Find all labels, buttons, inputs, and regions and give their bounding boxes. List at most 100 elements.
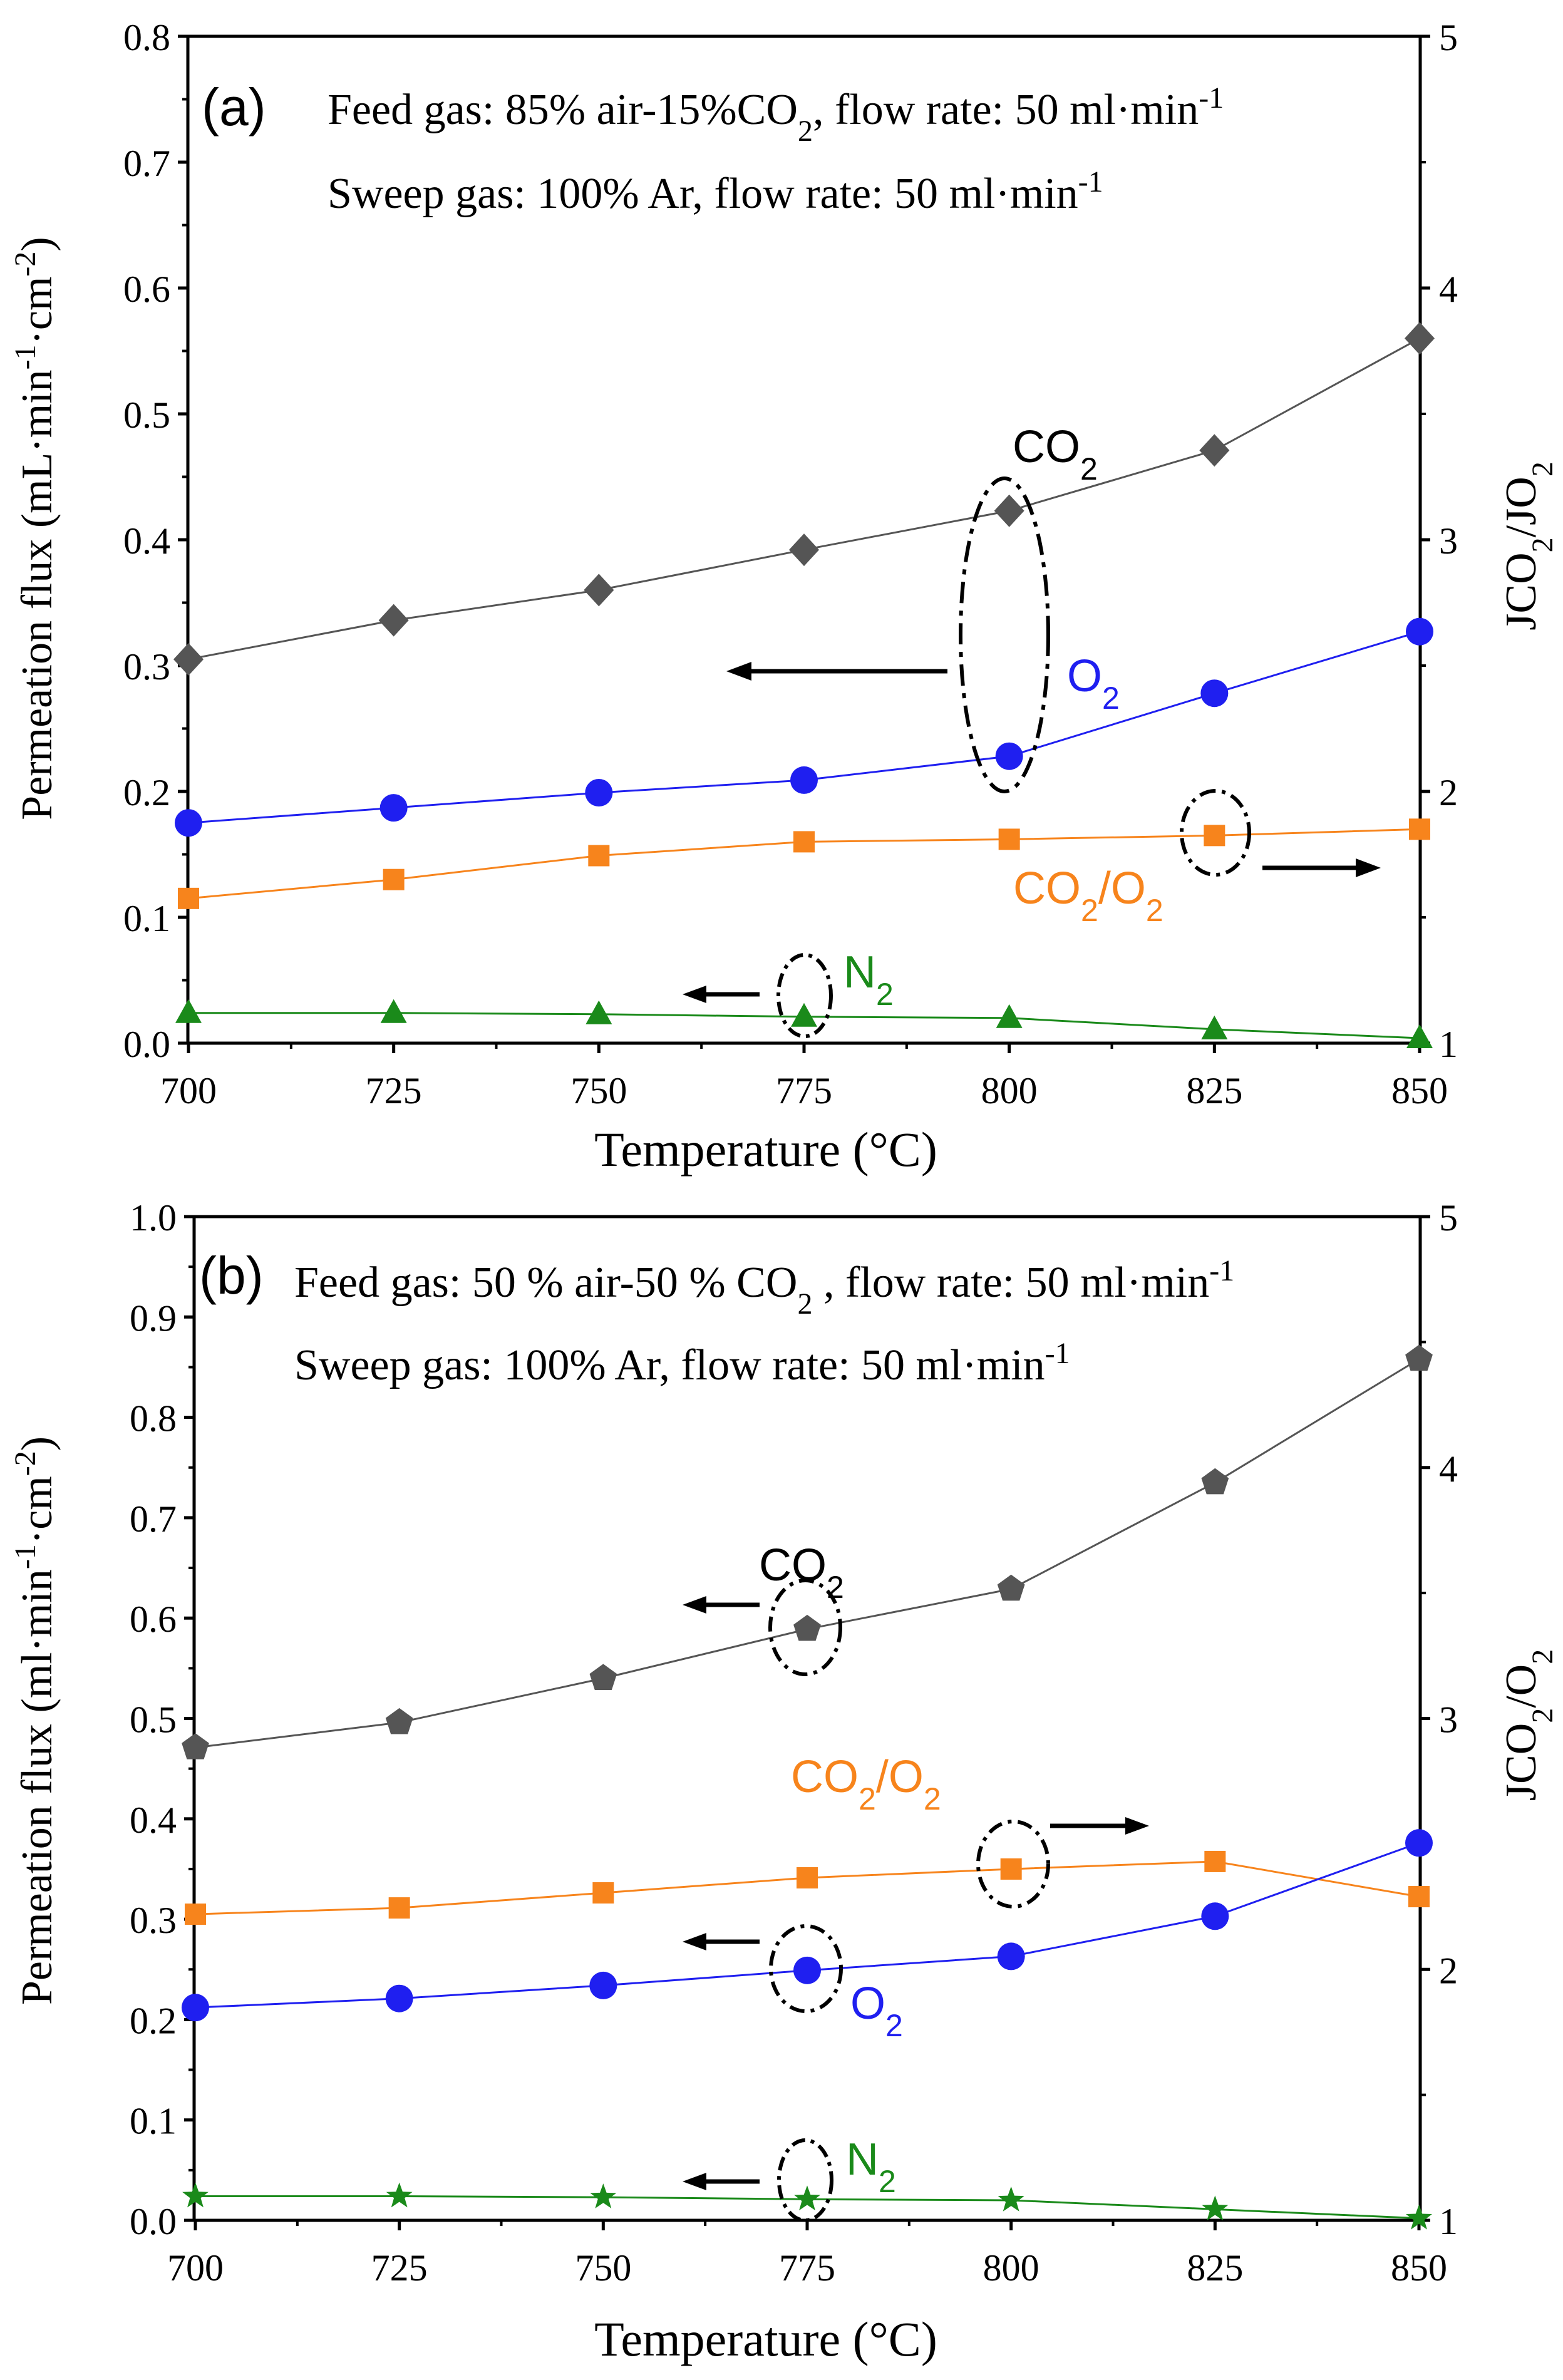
panel-b: 0.00.10.20.30.40.50.60.70.80.91.0 12345 …: [9, 1197, 1559, 2366]
panel-a-arrow-n2-head: [683, 986, 706, 1003]
panel-a-x-tick-label: 825: [1186, 1070, 1242, 1111]
panel-a-co2-point: [994, 494, 1024, 527]
panel-a-ratio-point: [383, 868, 405, 890]
panel-a-y2-axis-ticks: 1 2 3 4 5: [1420, 17, 1458, 1065]
panel-b-x-tick-label: 700: [167, 2247, 224, 2289]
panel-a-o2-point: [379, 794, 408, 822]
panel-a-annotation-1: Feed gas: 85% air-15%CO2, flow rate: 50 …: [328, 81, 1224, 148]
panel-b-ratio-point: [592, 1882, 614, 1904]
panel-b-x-tick-label: 800: [983, 2247, 1039, 2289]
panel-b-co2-point: [997, 1574, 1025, 1601]
panel-a-x-tick-label: 750: [570, 1070, 627, 1111]
panel-b-co2-point: [1201, 1468, 1229, 1495]
panel-b-co2-point: [589, 1664, 617, 1690]
panel-a-callout-ellipse-right: [1180, 789, 1251, 877]
panel-a-annotation-2: Sweep gas: 100% Ar, flow rate: 50 ml·min…: [328, 165, 1103, 219]
panel-b-callout-ellipse-co2: [768, 1579, 842, 1676]
panel-b-arrow-co2-head: [683, 1596, 706, 1614]
panel-b-n2-point: [794, 2185, 820, 2211]
panel-b-x-tick-label: 825: [1187, 2247, 1243, 2289]
panel-a-n2-point: [380, 999, 407, 1023]
panel-b-y-axis-title: Permeation flux (ml·min-1·cm-2): [9, 1436, 62, 2005]
panel-b-y-tick-label: 0.3: [130, 1900, 177, 1941]
panel-a-y-tick-label: 0.1: [123, 898, 170, 939]
panel-a-y2-tick-label: 1: [1439, 1024, 1458, 1065]
panel-a-callout-ellipse-left: [959, 477, 1050, 793]
panel-a-y2-tick-label: 2: [1439, 772, 1458, 813]
panel-b-y-tick-label: 0.4: [130, 1800, 177, 1841]
panel-b-o2-point: [1201, 1902, 1229, 1930]
panel-a-o2-point: [585, 779, 613, 807]
panel-a-n2-point: [791, 1002, 817, 1027]
panel-a-y-tick-label: 0.8: [123, 17, 170, 58]
panel-b-y-axis-ticks: 0.0 0.1 0.2 0.3 0.4 0.5 0.6 0.7 0.8 0.9 1.0: [130, 1197, 194, 2242]
panel-b-o2-point: [385, 1984, 413, 2012]
panel-b-label: (b): [199, 1246, 264, 1305]
panel-b-y-tick-label: 0.5: [130, 1699, 177, 1741]
panel-b-ratio-point: [797, 1867, 818, 1888]
panel-a-n2-point: [996, 1004, 1023, 1028]
panel-b-x-axis-ticks: 700 725 750 775 800 825 850: [167, 2220, 1447, 2289]
panel-a-o2-point: [1406, 617, 1433, 646]
panel-b-arrow-n2-head: [683, 2173, 706, 2190]
panel-a-ratio-point: [1409, 818, 1430, 840]
panel-b-n2-point: [182, 2182, 209, 2208]
panel-b-y-tick-label: 0.9: [130, 1297, 177, 1339]
panel-a-n2-point: [175, 999, 202, 1023]
panel-b-co2-point: [385, 1708, 413, 1734]
panel-a-x-tick-label: 775: [776, 1070, 832, 1111]
panel-b-x-axis-title: Temperature (°C): [594, 2312, 937, 2366]
panel-b-callout-ellipse-n2: [777, 2138, 833, 2222]
panel-b-ratio-label: CO2/O2: [791, 1752, 941, 1816]
panel-a-n2-point: [1406, 1024, 1433, 1048]
panel-a-co2-label: CO2: [1013, 422, 1098, 487]
panel-a-x-axis-ticks: 700 725 750 775 800 825 850: [160, 1043, 1448, 1111]
panel-a-y2-tick-label: 5: [1439, 17, 1458, 58]
panel-a-y-tick-label: 0.4: [123, 520, 170, 562]
panel-a-y-axis-ticks: 0.0 0.1 0.2 0.3 0.4 0.5 0.6 0.7 0.8: [123, 17, 188, 1065]
panel-a-n2-label: N2: [843, 947, 894, 1012]
panel-a-co2-point: [378, 604, 409, 637]
panel-b-y-tick-label: 1.0: [130, 1197, 177, 1239]
panel-a-ratio-point: [588, 845, 610, 867]
panel-b-callout-ellipse-ratio: [976, 1820, 1050, 1909]
panel-b-o2-point: [793, 1956, 821, 1984]
panel-b-y-tick-label: 0.0: [130, 2201, 177, 2242]
panel-b-y-tick-label: 0.6: [130, 1599, 177, 1640]
panel-b-o2-point: [182, 1994, 209, 2022]
panel-a-y-tick-label: 0.3: [123, 646, 170, 688]
panel-b-y-tick-label: 0.7: [130, 1498, 177, 1540]
panel-b-ratio-point: [1000, 1858, 1022, 1880]
panel-a-co2-point: [789, 533, 819, 567]
panel-b-x-tick-label: 725: [371, 2247, 428, 2289]
panel-b-ratio-point: [185, 1903, 206, 1925]
panel-a-ratio-point: [178, 887, 199, 909]
panel-b-o2-point: [997, 1942, 1025, 1970]
panel-b-n2-point: [998, 2186, 1024, 2212]
panel-b-y-tick-label: 0.8: [130, 1398, 177, 1440]
panel-a-o2-label: O2: [1067, 651, 1120, 716]
panel-a-y2-tick-label: 3: [1439, 520, 1458, 562]
panel-a-o2-point: [790, 766, 818, 794]
panel-b-x-tick-label: 775: [779, 2247, 835, 2289]
panel-b-arrow-o2-head: [683, 1933, 706, 1950]
panel-b-annotation-1: Feed gas: 50 % air-50 % CO2 , flow rate:…: [294, 1254, 1234, 1321]
panel-b-y2-tick-label: 4: [1439, 1448, 1458, 1490]
panel-a-y-tick-label: 0.2: [123, 772, 170, 813]
panel-b-n2-point: [1202, 2195, 1229, 2221]
panel-b-arrow-ratio-head: [1125, 1817, 1149, 1835]
panel-a-o2-point: [995, 742, 1023, 770]
panel-a-y-axis-title: Permeation flux (mL·min-1·cm-2): [9, 237, 62, 820]
panel-b-co2-point: [1405, 1344, 1433, 1371]
panel-b-x-tick-label: 750: [575, 2247, 631, 2289]
panel-a-ratio-point: [793, 831, 815, 853]
panel-a-ratio-point: [998, 828, 1020, 850]
panel-b-annotation-2: Sweep gas: 100% Ar, flow rate: 50 ml·min…: [294, 1337, 1070, 1390]
panel-a-x-tick-label: 700: [160, 1070, 217, 1111]
panel-a-y-tick-label: 0.6: [123, 269, 170, 310]
panel-b-y2-tick-label: 3: [1439, 1699, 1458, 1741]
panel-b-n2-point: [590, 2183, 617, 2208]
panel-a-x-axis-title: Temperature (°C): [594, 1122, 937, 1177]
panel-b-ratio-point: [1204, 1850, 1226, 1872]
